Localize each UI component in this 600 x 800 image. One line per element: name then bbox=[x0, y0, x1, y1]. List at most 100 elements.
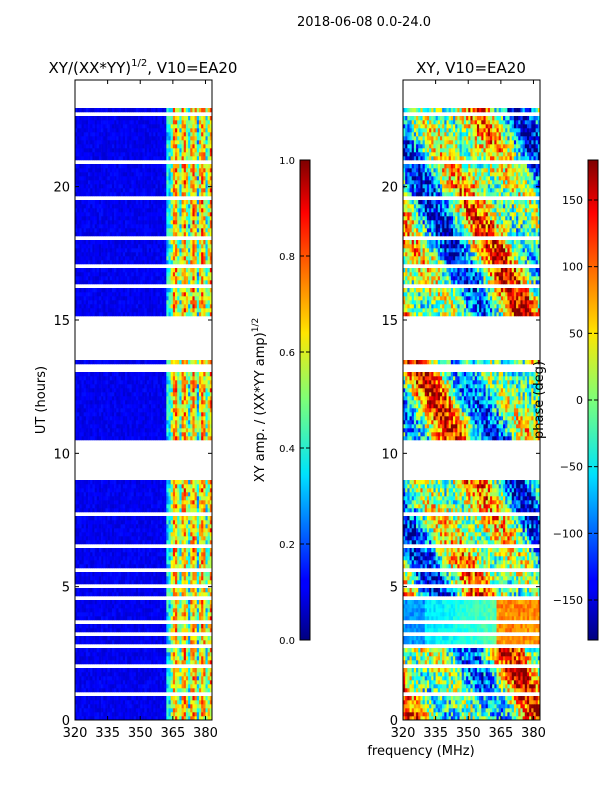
amp-heatmap-cell bbox=[161, 648, 165, 653]
amp-heatmap-cell bbox=[125, 416, 128, 421]
amp-heatmap-cell bbox=[75, 536, 78, 541]
amp-heatmap-cell bbox=[185, 548, 189, 553]
amp-heatmap-cell bbox=[198, 404, 202, 409]
amp-heatmap-cell bbox=[161, 276, 165, 281]
amp-heatmap-cell bbox=[94, 572, 98, 577]
amp-heatmap-cell bbox=[185, 528, 189, 533]
amp-heatmap-cell bbox=[179, 704, 182, 709]
amp-heatmap-cell bbox=[79, 532, 82, 537]
amp-heatmap-cell bbox=[83, 540, 87, 545]
amp-heatmap-cell bbox=[140, 420, 143, 425]
amp-heatmap-cell bbox=[107, 672, 111, 677]
amp-heatmap-cell bbox=[83, 560, 87, 565]
amp-heatmap-cell bbox=[175, 696, 178, 701]
amp-heatmap-cell bbox=[135, 396, 139, 401]
amp-heatmap-cell bbox=[153, 520, 156, 525]
amp-heatmap-cell bbox=[101, 524, 104, 529]
amp-heatmap-cell bbox=[114, 312, 117, 317]
amp-heatmap-cell bbox=[209, 508, 212, 513]
amp-heatmap-cell bbox=[142, 436, 145, 441]
amp-heatmap-cell bbox=[109, 612, 113, 617]
amp-heatmap-cell bbox=[153, 404, 156, 409]
amp-heatmap-cell bbox=[75, 628, 78, 633]
amp-heatmap-cell bbox=[179, 564, 182, 569]
amp-heatmap-cell bbox=[118, 296, 121, 301]
amp-heatmap-cell bbox=[96, 704, 100, 709]
amp-heatmap-cell bbox=[170, 536, 174, 541]
amp-heatmap-cell bbox=[122, 672, 126, 677]
amp-heatmap-cell bbox=[181, 688, 185, 693]
amp-heatmap-cell bbox=[79, 272, 82, 277]
amp-heatmap-cell bbox=[140, 500, 143, 505]
amp-heatmap-cell bbox=[209, 504, 212, 509]
amp-heatmap-cell bbox=[188, 704, 191, 709]
amp-heatmap-cell bbox=[148, 528, 152, 533]
amp-heatmap-cell bbox=[190, 672, 193, 677]
amp-heatmap-cell bbox=[127, 384, 130, 389]
amp-heatmap-cell bbox=[118, 716, 121, 720]
amp-heatmap-cell bbox=[116, 268, 119, 273]
amp-heatmap-cell bbox=[83, 520, 87, 525]
amp-heatmap-cell bbox=[201, 432, 204, 437]
amp-heatmap-cell bbox=[161, 312, 165, 317]
amp-heatmap-cell bbox=[164, 404, 167, 409]
amp-heatmap-cell bbox=[155, 536, 158, 541]
amp-heatmap-cell bbox=[203, 292, 206, 297]
amp-heatmap-cell bbox=[170, 604, 174, 609]
amp-heatmap-cell bbox=[105, 700, 108, 705]
amp-heatmap-cell bbox=[168, 592, 171, 597]
amp-heatmap-cell bbox=[107, 396, 111, 401]
amp-heatmap-cell bbox=[107, 400, 111, 405]
amp-heatmap-cell bbox=[153, 384, 156, 389]
amp-heatmap-cell bbox=[127, 680, 130, 685]
amp-heatmap-cell bbox=[92, 564, 95, 569]
amp-heatmap-cell bbox=[153, 700, 156, 705]
amp-heatmap-cell bbox=[127, 604, 130, 609]
amp-heatmap-cell bbox=[140, 504, 143, 509]
amp-heatmap-cell bbox=[79, 280, 82, 285]
amp-heatmap-cell bbox=[127, 508, 130, 513]
amp-heatmap-cell bbox=[192, 560, 195, 565]
amp-heatmap-cell bbox=[207, 484, 211, 489]
amp-heatmap-cell bbox=[138, 524, 141, 529]
amp-heatmap-cell bbox=[209, 272, 212, 277]
amp-heatmap-cell bbox=[151, 672, 154, 677]
amp-heatmap-cell bbox=[188, 484, 191, 489]
amp-heatmap-cell bbox=[118, 412, 121, 417]
amp-heatmap-cell bbox=[114, 360, 117, 365]
amp-heatmap-cell bbox=[185, 492, 189, 497]
amp-heatmap-cell bbox=[140, 372, 143, 377]
amp-heatmap-cell bbox=[166, 288, 169, 293]
amp-heatmap-cell bbox=[209, 496, 212, 501]
amp-heatmap-cell bbox=[103, 308, 106, 313]
amp-heatmap-cell bbox=[179, 636, 182, 641]
amp-heatmap-cell bbox=[94, 296, 98, 301]
amp-heatmap-cell bbox=[131, 400, 135, 405]
amp-heatmap-cell bbox=[101, 516, 104, 521]
amp-heatmap-cell bbox=[131, 648, 135, 653]
amp-heatmap-cell bbox=[188, 520, 191, 525]
amp-heatmap-cell bbox=[203, 436, 206, 441]
amp-heatmap-cell bbox=[122, 580, 126, 585]
amp-heatmap-cell bbox=[192, 564, 195, 569]
amp-heatmap-cell bbox=[140, 588, 143, 593]
amp-heatmap-cell bbox=[194, 700, 198, 705]
amp-heatmap-cell bbox=[120, 384, 124, 389]
amp-heatmap-cell bbox=[92, 696, 95, 701]
amp-heatmap-cell bbox=[155, 548, 158, 553]
amp-heatmap-cell bbox=[181, 712, 185, 717]
amp-heatmap-cell bbox=[155, 604, 158, 609]
amp-heatmap-cell bbox=[83, 552, 87, 557]
amp-heatmap-cell bbox=[133, 592, 137, 597]
amp-heatmap-cell bbox=[83, 652, 87, 657]
amp-heatmap-cell bbox=[101, 604, 104, 609]
amp-heatmap-cell bbox=[172, 652, 176, 657]
amp-heatmap-cell bbox=[105, 504, 108, 509]
amp-heatmap-cell bbox=[207, 408, 211, 413]
amp-heatmap-cell bbox=[207, 388, 211, 393]
amp-heatmap-cell bbox=[96, 648, 100, 653]
amp-heatmap-cell bbox=[207, 380, 211, 385]
amp-heatmap-cell bbox=[179, 580, 182, 585]
amp-heatmap-cell bbox=[166, 304, 169, 309]
amp-heatmap-cell bbox=[133, 268, 137, 273]
